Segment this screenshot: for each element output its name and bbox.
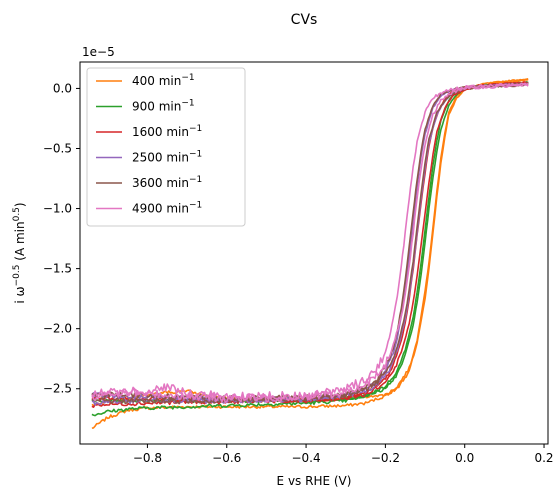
series-line-5-backward (91, 83, 529, 401)
y-axis-label-main: i ω (13, 286, 27, 303)
y-axis-label-units-close: ) (13, 202, 27, 207)
legend-label: 4900 min−1 (132, 201, 202, 216)
legend-label-text: 2500 min (132, 151, 189, 165)
legend-label-text: 400 min (132, 74, 181, 88)
legend-label-exponent: −1 (181, 73, 194, 83)
legend-box (86, 67, 246, 227)
x-tick-label: −0.2 (371, 451, 400, 465)
y-tick-label: −1.0 (43, 202, 72, 216)
legend-label-text: 900 min (132, 100, 181, 114)
x-axis-label: E vs RHE (V) (277, 474, 352, 488)
x-tick-label: −0.4 (291, 451, 320, 465)
x-tick-label: 0.0 (455, 451, 474, 465)
y-tick-label: −1.5 (43, 262, 72, 276)
legend-label-exponent: −1 (181, 99, 194, 109)
y-axis-label-units-exponent: 0.5 (12, 207, 22, 221)
legend-label-text: 3600 min (132, 176, 189, 190)
x-tick-label: 0.2 (534, 451, 553, 465)
chart-title: CVs (291, 12, 318, 28)
y-tick-label: −0.5 (43, 141, 72, 155)
legend-label: 3600 min−1 (132, 175, 202, 190)
x-tick-label: −0.6 (212, 451, 241, 465)
y-axis-ticks: 0.0 −0.5 −1.0 −1.5 −2.0 −2.5 (43, 81, 80, 396)
series-lines (91, 78, 529, 429)
legend-label-text: 1600 min (132, 125, 189, 139)
legend-label: 400 min−1 (132, 73, 195, 88)
series-line-5-forward (91, 82, 529, 404)
y-axis-label: i ω−0.5 (A min0.5) (12, 202, 27, 303)
legend-label: 2500 min−1 (132, 150, 202, 165)
y-axis-label-units: (A min (13, 221, 27, 264)
y-offset-label: 1e−5 (82, 45, 115, 59)
y-tick-label: 0.0 (53, 81, 72, 95)
legend-label-exponent: −1 (189, 124, 202, 134)
legend-label: 900 min−1 (132, 99, 195, 114)
legend-label-exponent: −1 (189, 175, 202, 185)
legend-label-exponent: −1 (189, 201, 202, 211)
legend-label: 1600 min−1 (132, 124, 202, 139)
x-axis-ticks: −0.8 −0.6 −0.4 −0.2 0.0 0.2 (133, 444, 554, 465)
legend-label-text: 4900 min (132, 202, 189, 216)
y-tick-label: −2.5 (43, 382, 72, 396)
plot-frame (79, 61, 549, 445)
legend-label-exponent: −1 (189, 150, 202, 160)
y-axis-label-exponent: −0.5 (12, 265, 22, 287)
x-tick-label: −0.8 (133, 451, 162, 465)
y-tick-label: −2.0 (43, 322, 72, 336)
